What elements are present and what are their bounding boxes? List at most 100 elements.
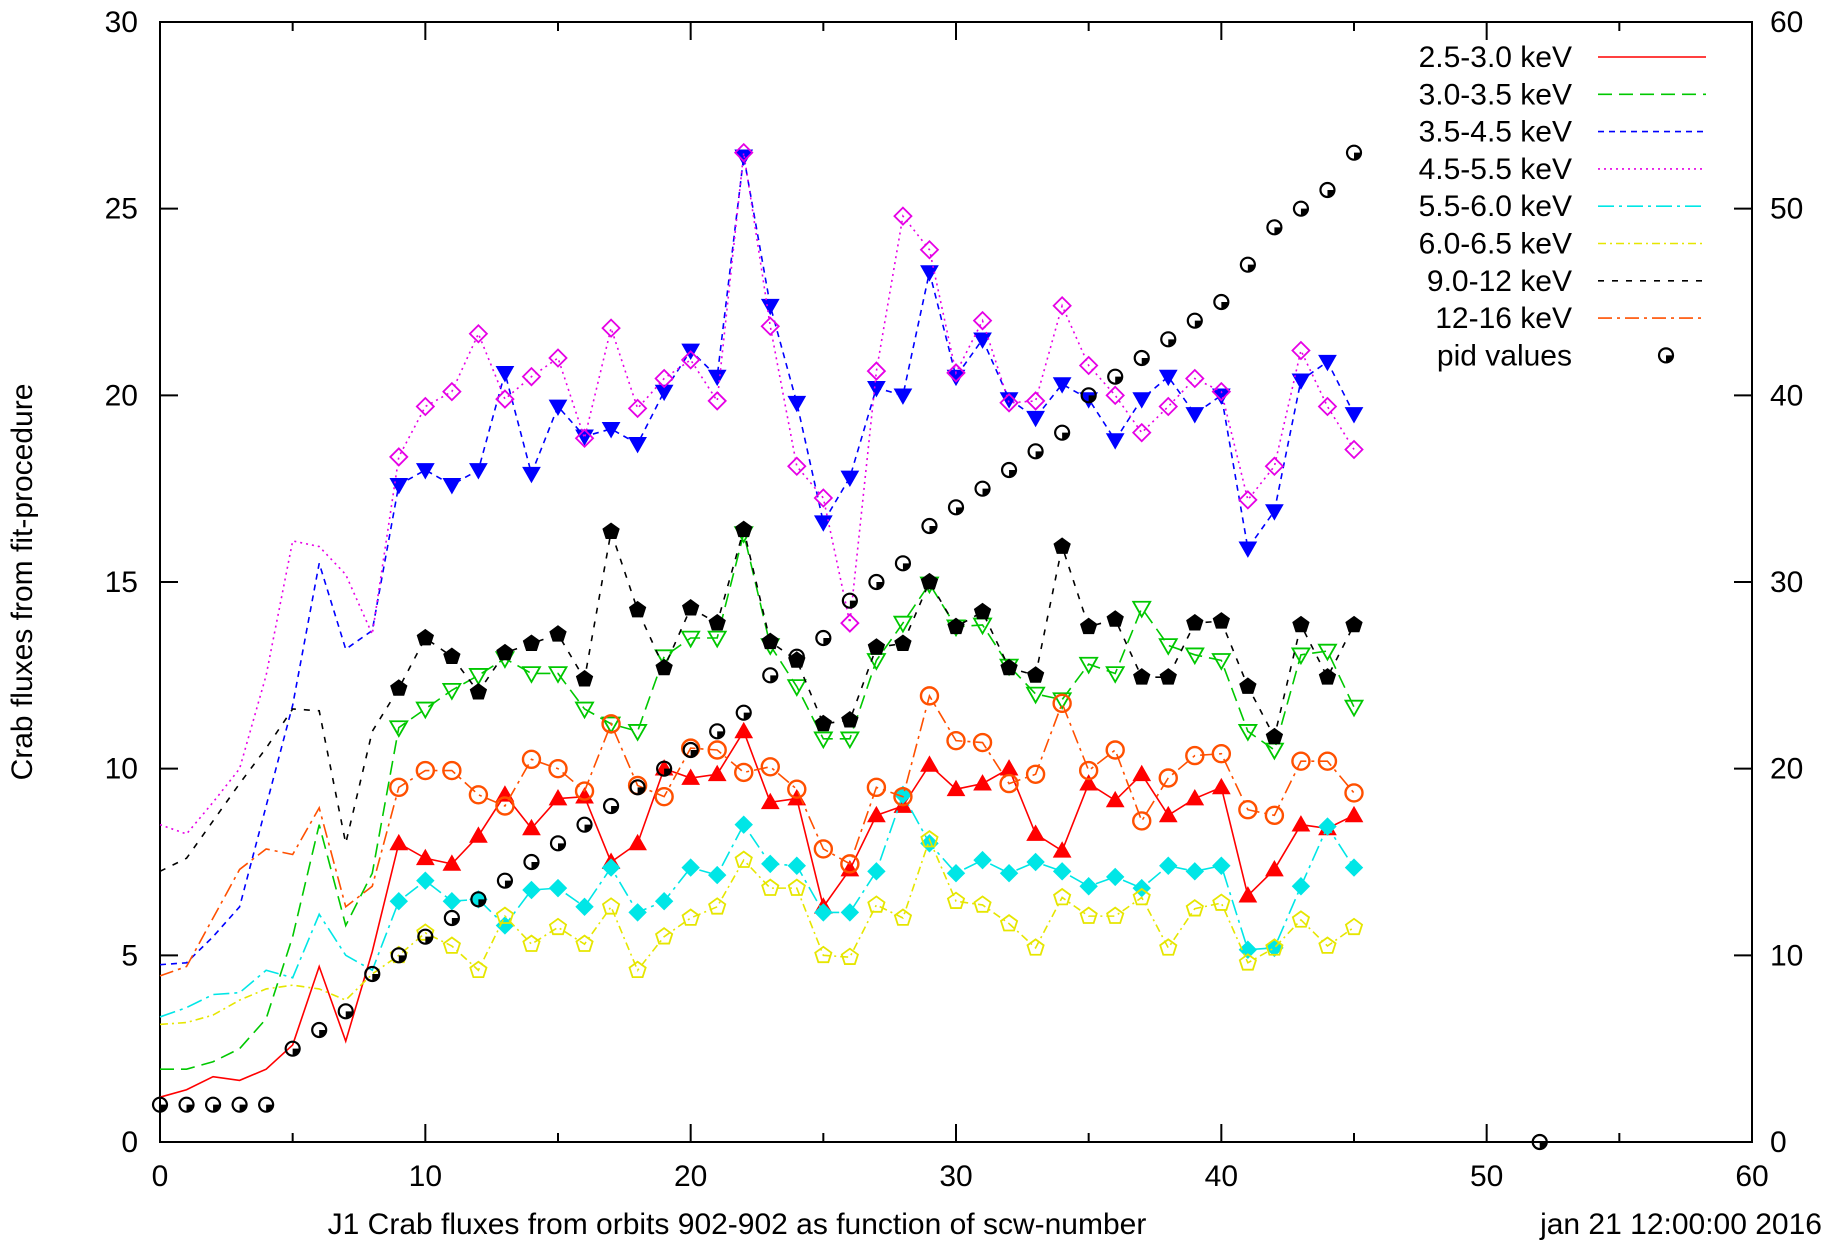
data-point (1132, 764, 1152, 782)
y2-tick-label: 30 (1770, 566, 1803, 599)
data-point (1105, 740, 1125, 760)
data-point (1052, 692, 1073, 710)
data-point (1000, 461, 1018, 479)
data-point (920, 834, 939, 853)
data-point (601, 716, 622, 735)
data-point (760, 792, 780, 810)
series-line (159, 152, 1355, 835)
data-point (1132, 392, 1152, 409)
legend-entry: 2.5-3.0 keV (1419, 41, 1706, 74)
data-point (920, 572, 939, 590)
data-point (1211, 777, 1231, 795)
data-point (1159, 856, 1178, 875)
data-point (999, 773, 1019, 794)
data-point (1291, 751, 1311, 771)
data-point (1344, 805, 1364, 823)
data-point (1079, 617, 1098, 635)
series-0 (159, 721, 1364, 1098)
data-point (468, 785, 489, 805)
data-point (601, 714, 621, 734)
data-point (815, 629, 832, 647)
data-point (893, 786, 913, 807)
data-point (389, 478, 409, 495)
data-point (1026, 824, 1045, 841)
legend-entry: 6.0-6.5 keV (1419, 228, 1706, 261)
data-point (1052, 377, 1072, 394)
data-point (468, 668, 489, 686)
data-point (1238, 886, 1258, 903)
data-point (495, 906, 515, 924)
data-point (946, 363, 966, 383)
data-point (1318, 936, 1337, 954)
data-point (522, 880, 541, 900)
data-point (707, 740, 727, 760)
data-point (1318, 817, 1337, 836)
data-point (680, 630, 701, 649)
data-point (628, 960, 647, 979)
data-point (416, 628, 435, 646)
data-point (575, 429, 594, 446)
data-point (442, 760, 462, 781)
data-point (1079, 906, 1098, 924)
data-point (866, 777, 887, 798)
legend-entry: 12-16 keV (1435, 302, 1706, 335)
data-point (654, 384, 674, 402)
data-point (576, 816, 593, 833)
data-point (1026, 410, 1045, 428)
data-point (973, 774, 992, 791)
data-point (575, 669, 594, 687)
data-point (1025, 391, 1046, 411)
legend-label: 5.5-6.0 keV (1419, 190, 1572, 223)
data-point (840, 947, 860, 965)
series-1 (160, 526, 1365, 1070)
data-point (1266, 219, 1283, 236)
x-tick-label: 10 (409, 1160, 442, 1193)
data-point (814, 714, 833, 732)
data-point (1237, 724, 1258, 742)
data-point (1106, 610, 1124, 627)
data-point (522, 634, 541, 651)
data-point (1078, 760, 1099, 781)
data-point (921, 517, 938, 535)
data-point (1079, 774, 1099, 791)
series-line (159, 729, 1355, 1098)
data-point (1080, 387, 1097, 404)
legend-entry: 5.5-6.0 keV (1419, 190, 1706, 223)
data-point (786, 679, 807, 697)
data-point (867, 380, 886, 398)
data-point (655, 658, 673, 676)
data-point (973, 332, 992, 349)
series-line (160, 533, 1355, 1070)
data-point (521, 366, 542, 387)
legend-entry: pid values (1437, 339, 1675, 372)
legend-entry: 3.0-3.5 keV (1419, 78, 1706, 111)
data-point (601, 897, 621, 915)
data-point (601, 422, 621, 439)
data-point (707, 391, 727, 411)
data-point (1158, 638, 1179, 656)
data-point (1211, 744, 1232, 764)
y2-tick-label: 60 (1770, 6, 1803, 39)
data-point (1238, 490, 1258, 510)
legend-entry: 9.0-12 keV (1427, 265, 1706, 298)
data-point (814, 903, 833, 922)
data-point (1158, 805, 1178, 823)
data-point (893, 388, 913, 405)
data-point (1026, 938, 1045, 956)
data-point (840, 613, 860, 633)
data-point (1185, 862, 1205, 881)
data-point (389, 777, 409, 798)
data-point (443, 647, 461, 665)
legend-label: 2.5-3.0 keV (1419, 41, 1572, 74)
series-line (159, 526, 1355, 873)
data-point (892, 615, 913, 634)
data-point (1318, 354, 1337, 372)
data-point (761, 854, 780, 874)
data-point (442, 381, 462, 402)
data-point (1344, 439, 1364, 460)
y-tick-label: 15 (105, 566, 138, 599)
data-point (1132, 811, 1152, 831)
y-tick-label: 20 (105, 379, 138, 412)
legend-label: 6.0-6.5 keV (1419, 228, 1572, 261)
data-point (760, 298, 780, 316)
